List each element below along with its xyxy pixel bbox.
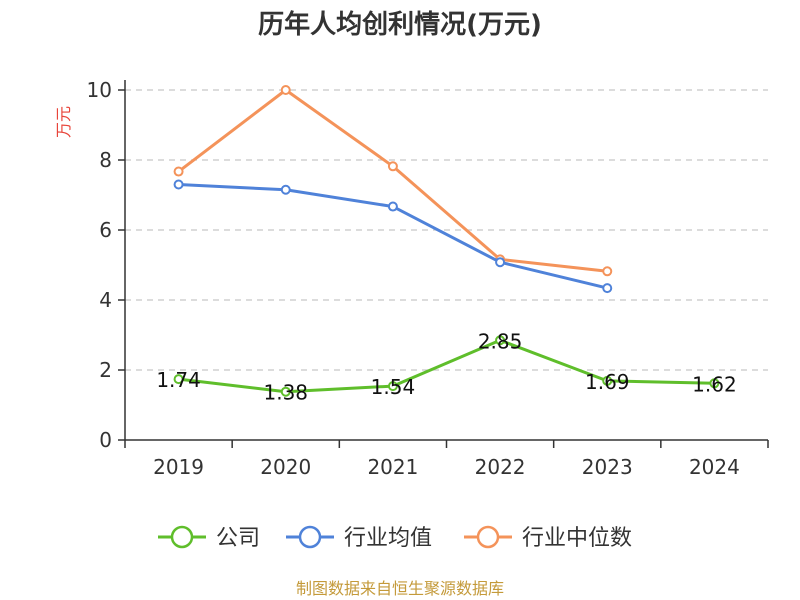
legend-label: 公司 [216,526,260,551]
axes [118,80,769,448]
data-labels: 1.74 1.38 1.54 2.85 1.69 1.62 [156,329,736,404]
source-note: 制图数据来自恒生聚源数据库 [296,579,504,598]
data-label: 2.85 [478,329,523,353]
series-point[interactable] [280,386,291,397]
y-tick-label: 6 [99,218,112,242]
series-point[interactable] [495,335,506,346]
series-point[interactable] [173,179,184,190]
chart-title: 历年人均创利情况(万元) [258,9,542,40]
series-point[interactable] [602,375,613,386]
data-label: 1.38 [263,381,308,405]
x-tick-label-2020: 2020 [260,455,311,479]
legend-item-1[interactable]: 行业均值 [286,525,432,551]
series-line-2 [177,88,608,273]
legend-label: 行业中位数 [522,526,632,551]
series-point[interactable] [495,257,506,268]
x-tick-labels: 2019 2020 2021 2022 2023 2024 [153,455,740,479]
legend-label: 行业均值 [344,526,432,551]
y-tick-label: 8 [99,148,112,172]
series-point[interactable] [387,381,398,392]
series-line-0 [178,338,715,394]
y-tick-labels: 0 2 4 6 8 10 [87,78,112,452]
data-label: 1.62 [692,372,737,396]
y-axis-label: 万元 [54,106,73,138]
y-tick-label: 2 [99,358,112,382]
x-tick-label-2023: 2023 [582,455,633,479]
data-label: 1.69 [585,370,630,394]
series-point[interactable] [280,184,291,195]
series-line-1 [178,183,608,290]
series-point[interactable] [602,266,613,277]
data-label: 1.74 [156,368,201,392]
x-tick-label-2019: 2019 [153,455,204,479]
y-tick-label: 4 [99,288,112,312]
series-group [173,85,720,397]
data-label: 1.54 [371,375,416,399]
x-tick-label-2022: 2022 [475,455,526,479]
series-point[interactable] [387,201,398,212]
x-tick-label-2021: 2021 [367,455,418,479]
x-tick-label-2024: 2024 [689,455,740,479]
series-point[interactable] [173,166,184,177]
series-point[interactable] [280,85,291,95]
y-tick-label: 0 [99,428,112,452]
series-point[interactable] [709,378,720,389]
legend-item-0[interactable]: 公司 [158,525,260,551]
series-point[interactable] [173,374,184,385]
series-point[interactable] [602,283,613,294]
y-tick-label: 10 [87,78,112,102]
legend[interactable]: 公司 行业均值 行业中位数 [158,525,632,551]
legend-item-2[interactable]: 行业中位数 [464,525,632,551]
legend-marker [298,525,322,549]
legend-marker [170,525,194,549]
grid-lines [125,89,768,371]
series-point[interactable] [387,161,398,172]
legend-marker [476,525,500,549]
